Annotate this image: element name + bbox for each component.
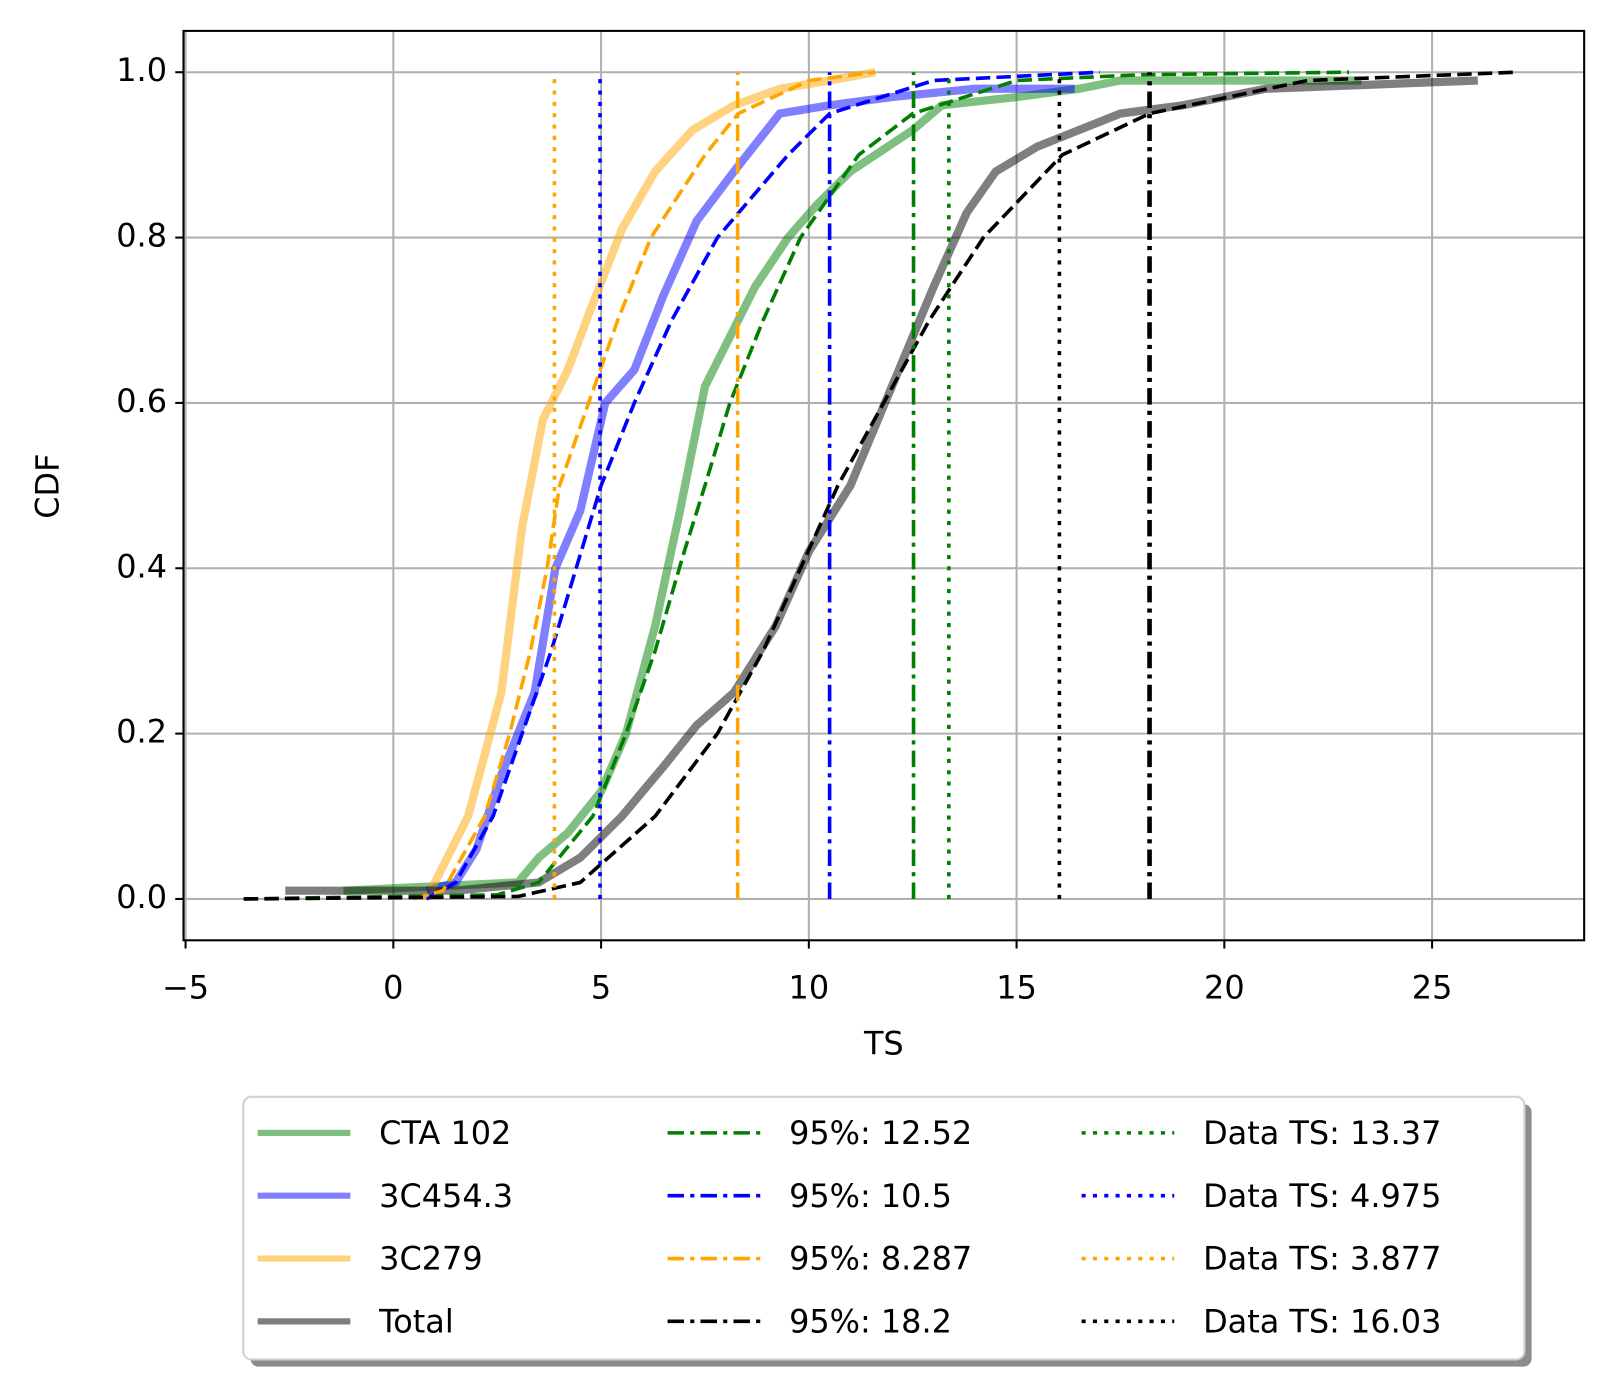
legend-label: Data TS: 4.975 (1203, 1177, 1441, 1215)
x-tick-label: −5 (162, 969, 209, 1007)
x-tick-label: 10 (789, 969, 830, 1007)
x-tick-label: 5 (591, 969, 611, 1007)
y-tick-label: 0.4 (116, 547, 167, 585)
x-axis-label: TS (863, 1024, 904, 1062)
legend-label: 95%: 18.2 (789, 1302, 952, 1340)
x-tick-label: 15 (996, 969, 1037, 1007)
fit-line (425, 70, 1100, 901)
legend-label: 3C279 (379, 1240, 482, 1278)
cdf-line (425, 84, 1075, 895)
legend-label: CTA 102 (379, 1114, 511, 1152)
x-tick-label: 20 (1204, 969, 1245, 1007)
fit-line (243, 70, 1350, 901)
x-tick-label: 0 (383, 969, 403, 1007)
plot-frame (182, 29, 1586, 942)
legend-label: 95%: 10.5 (789, 1177, 952, 1215)
fit-line (413, 70, 876, 901)
y-axis-label: CDF (29, 454, 67, 519)
cdf-line (427, 68, 877, 893)
legend-label: Total (378, 1302, 454, 1340)
legend-label: Data TS: 3.877 (1203, 1240, 1441, 1278)
legend-label: 95%: 8.287 (789, 1240, 972, 1278)
legend-label: 95%: 12.52 (789, 1114, 972, 1152)
y-tick-label: 0.0 (116, 878, 167, 916)
legend (242, 1095, 1526, 1361)
x-tick-label: 25 (1412, 969, 1453, 1007)
fit-line (243, 70, 1516, 901)
cdf-line (343, 76, 1362, 895)
legend-label: Data TS: 13.37 (1203, 1114, 1441, 1152)
legend-label: Data TS: 16.03 (1203, 1302, 1441, 1340)
y-tick-label: 0.8 (116, 217, 167, 255)
legend-label: 3C454.3 (379, 1177, 513, 1215)
y-tick-label: 0.2 (116, 713, 167, 751)
y-tick-label: 1.0 (116, 51, 167, 89)
cdf-line (285, 76, 1478, 895)
y-tick-label: 0.6 (116, 382, 167, 420)
